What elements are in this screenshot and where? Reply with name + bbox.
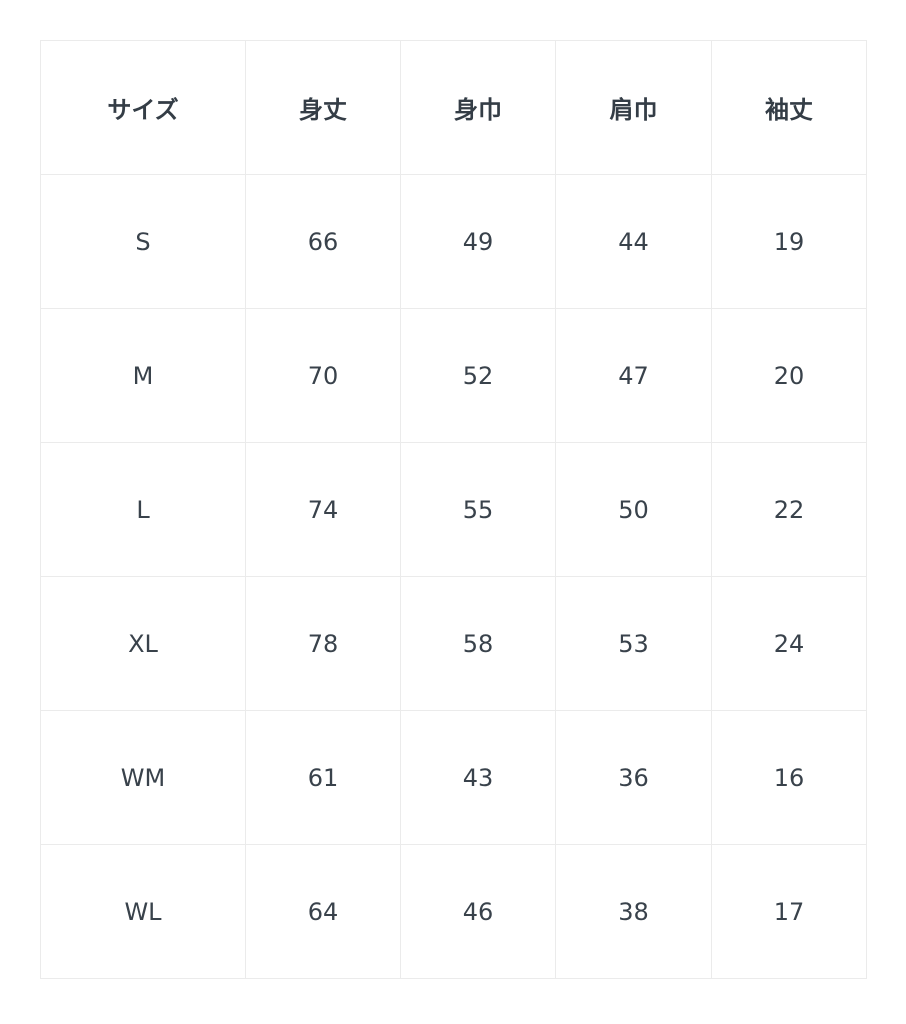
table-row: L 74 55 50 22 <box>40 442 867 577</box>
cell-sleeve-length: 22 <box>711 442 867 577</box>
cell-shoulder-width: 53 <box>555 576 712 711</box>
cell-body-length: 70 <box>245 308 401 443</box>
cell-body-length: 78 <box>245 576 401 711</box>
cell-body-length: 61 <box>245 710 401 845</box>
table-row: WL 64 46 38 17 <box>40 844 867 979</box>
cell-body-width: 55 <box>400 442 556 577</box>
table-row: M 70 52 47 20 <box>40 308 867 443</box>
cell-body-width: 52 <box>400 308 556 443</box>
cell-shoulder-width: 38 <box>555 844 712 979</box>
cell-shoulder-width: 44 <box>555 174 712 309</box>
cell-sleeve-length: 19 <box>711 174 867 309</box>
cell-body-width: 43 <box>400 710 556 845</box>
table-row: S 66 49 44 19 <box>40 174 867 309</box>
size-chart-table: サイズ 身丈 身巾 肩巾 袖丈 S 66 49 44 19 M 70 52 47 20 L 74 55 5… <box>40 40 867 979</box>
cell-body-length: 66 <box>245 174 401 309</box>
header-body-length: 身丈 <box>245 40 401 175</box>
cell-size: L <box>40 442 246 577</box>
header-body-width: 身巾 <box>400 40 556 175</box>
header-size: サイズ <box>40 40 246 175</box>
cell-shoulder-width: 50 <box>555 442 712 577</box>
cell-body-width: 58 <box>400 576 556 711</box>
cell-size: XL <box>40 576 246 711</box>
header-sleeve-length: 袖丈 <box>711 40 867 175</box>
cell-shoulder-width: 47 <box>555 308 712 443</box>
cell-size: WL <box>40 844 246 979</box>
header-row: サイズ 身丈 身巾 肩巾 袖丈 <box>40 40 867 175</box>
table-row: XL 78 58 53 24 <box>40 576 867 711</box>
table-row: WM 61 43 36 16 <box>40 710 867 845</box>
table-body: S 66 49 44 19 M 70 52 47 20 L 74 55 50 22 XL 78 58 53 24 WM 6… <box>40 174 867 979</box>
header-shoulder-width: 肩巾 <box>555 40 712 175</box>
cell-body-length: 64 <box>245 844 401 979</box>
cell-sleeve-length: 16 <box>711 710 867 845</box>
cell-size: S <box>40 174 246 309</box>
cell-sleeve-length: 24 <box>711 576 867 711</box>
cell-size: M <box>40 308 246 443</box>
cell-size: WM <box>40 710 246 845</box>
cell-shoulder-width: 36 <box>555 710 712 845</box>
cell-body-width: 49 <box>400 174 556 309</box>
cell-body-width: 46 <box>400 844 556 979</box>
cell-sleeve-length: 20 <box>711 308 867 443</box>
cell-sleeve-length: 17 <box>711 844 867 979</box>
cell-body-length: 74 <box>245 442 401 577</box>
